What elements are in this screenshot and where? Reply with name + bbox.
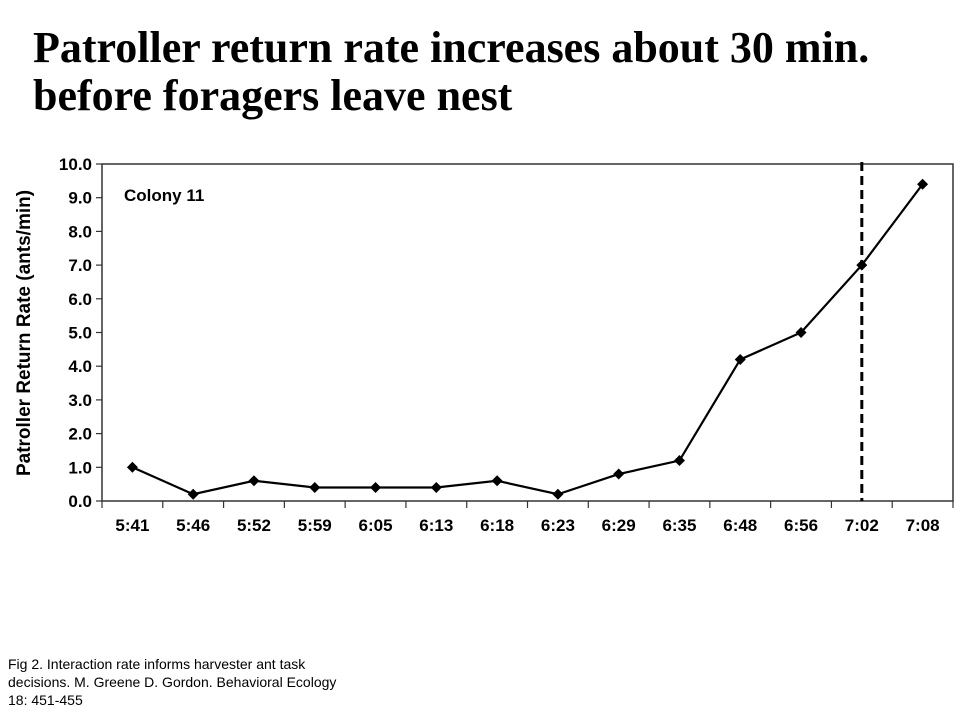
data-point [370,482,382,494]
x-tick-label: 5:46 [176,516,210,535]
caption-line: decisions. M. Greene D. Gordon. Behavior… [8,674,337,690]
data-point [734,353,746,365]
x-tick-label: 6:48 [723,516,757,535]
data-point [430,482,442,494]
x-tick-label: 6:18 [480,516,514,535]
data-point [856,259,868,271]
y-tick-label: 1.0 [68,458,92,477]
series-layer [126,178,929,500]
caption-line: 18: 451-455 [8,692,83,708]
y-tick-label: 2.0 [68,425,92,444]
x-tick-label: 6:56 [784,516,818,535]
data-point [673,455,685,467]
y-tick-label: 8.0 [68,222,92,241]
x-axis: 5:41 5:46 5:52 5:59 6:05 6:13 6:18 6:23 6:29 6:35… [101,501,954,535]
line-chart: Colony 11 Patroller Return Rate (ants/mi… [14,155,954,535]
data-point [126,461,138,473]
x-tick-label: 6:35 [662,516,696,535]
plot-frame [101,163,954,502]
x-tick-label: 6:05 [359,516,393,535]
y-tick-label: 9.0 [68,189,92,208]
y-tick-label: 0.0 [68,492,92,511]
data-point [248,475,260,487]
data-point [795,327,807,338]
data-point [187,488,199,500]
x-tick-label: 5:52 [237,516,271,535]
y-tick-label: 4.0 [68,357,92,376]
y-tick-label: 6.0 [68,290,92,309]
data-point [309,482,321,494]
x-tick-label: 5:59 [298,516,332,535]
data-point [491,475,503,487]
caption-line: Fig 2. Interaction rate informs harveste… [8,656,306,672]
chart-annotation: Colony 11 [124,186,204,205]
slide-title-line: Patroller return rate increases about 30… [33,23,870,72]
x-tick-label: 7:08 [906,516,940,535]
x-tick-label: 6:13 [419,516,453,535]
y-axis: 0.0 1.0 2.0 3.0 4.0 5.0 6.0 7.0 8.0 9.0 10.0 [59,155,102,511]
data-point [552,488,564,500]
slide-title: Patroller return rate increases about 30… [33,24,933,120]
x-tick-label: 6:23 [541,516,575,535]
figure-caption: Fig 2. Interaction rate informs harveste… [8,655,428,709]
data-point [613,468,625,480]
x-tick-label: 5:41 [115,516,149,535]
y-tick-label: 5.0 [68,324,92,343]
series-line [131,183,924,496]
x-tick-label: 6:29 [602,516,636,535]
y-axis-label: Patroller Return Rate (ants/min) [14,190,35,476]
data-point [917,178,929,190]
y-tick-label: 3.0 [68,391,92,410]
y-tick-label: 10.0 [59,155,92,174]
x-tick-label: 7:02 [845,516,879,535]
y-tick-label: 7.0 [68,256,92,275]
slide-title-line: before foragers leave nest [33,71,513,120]
